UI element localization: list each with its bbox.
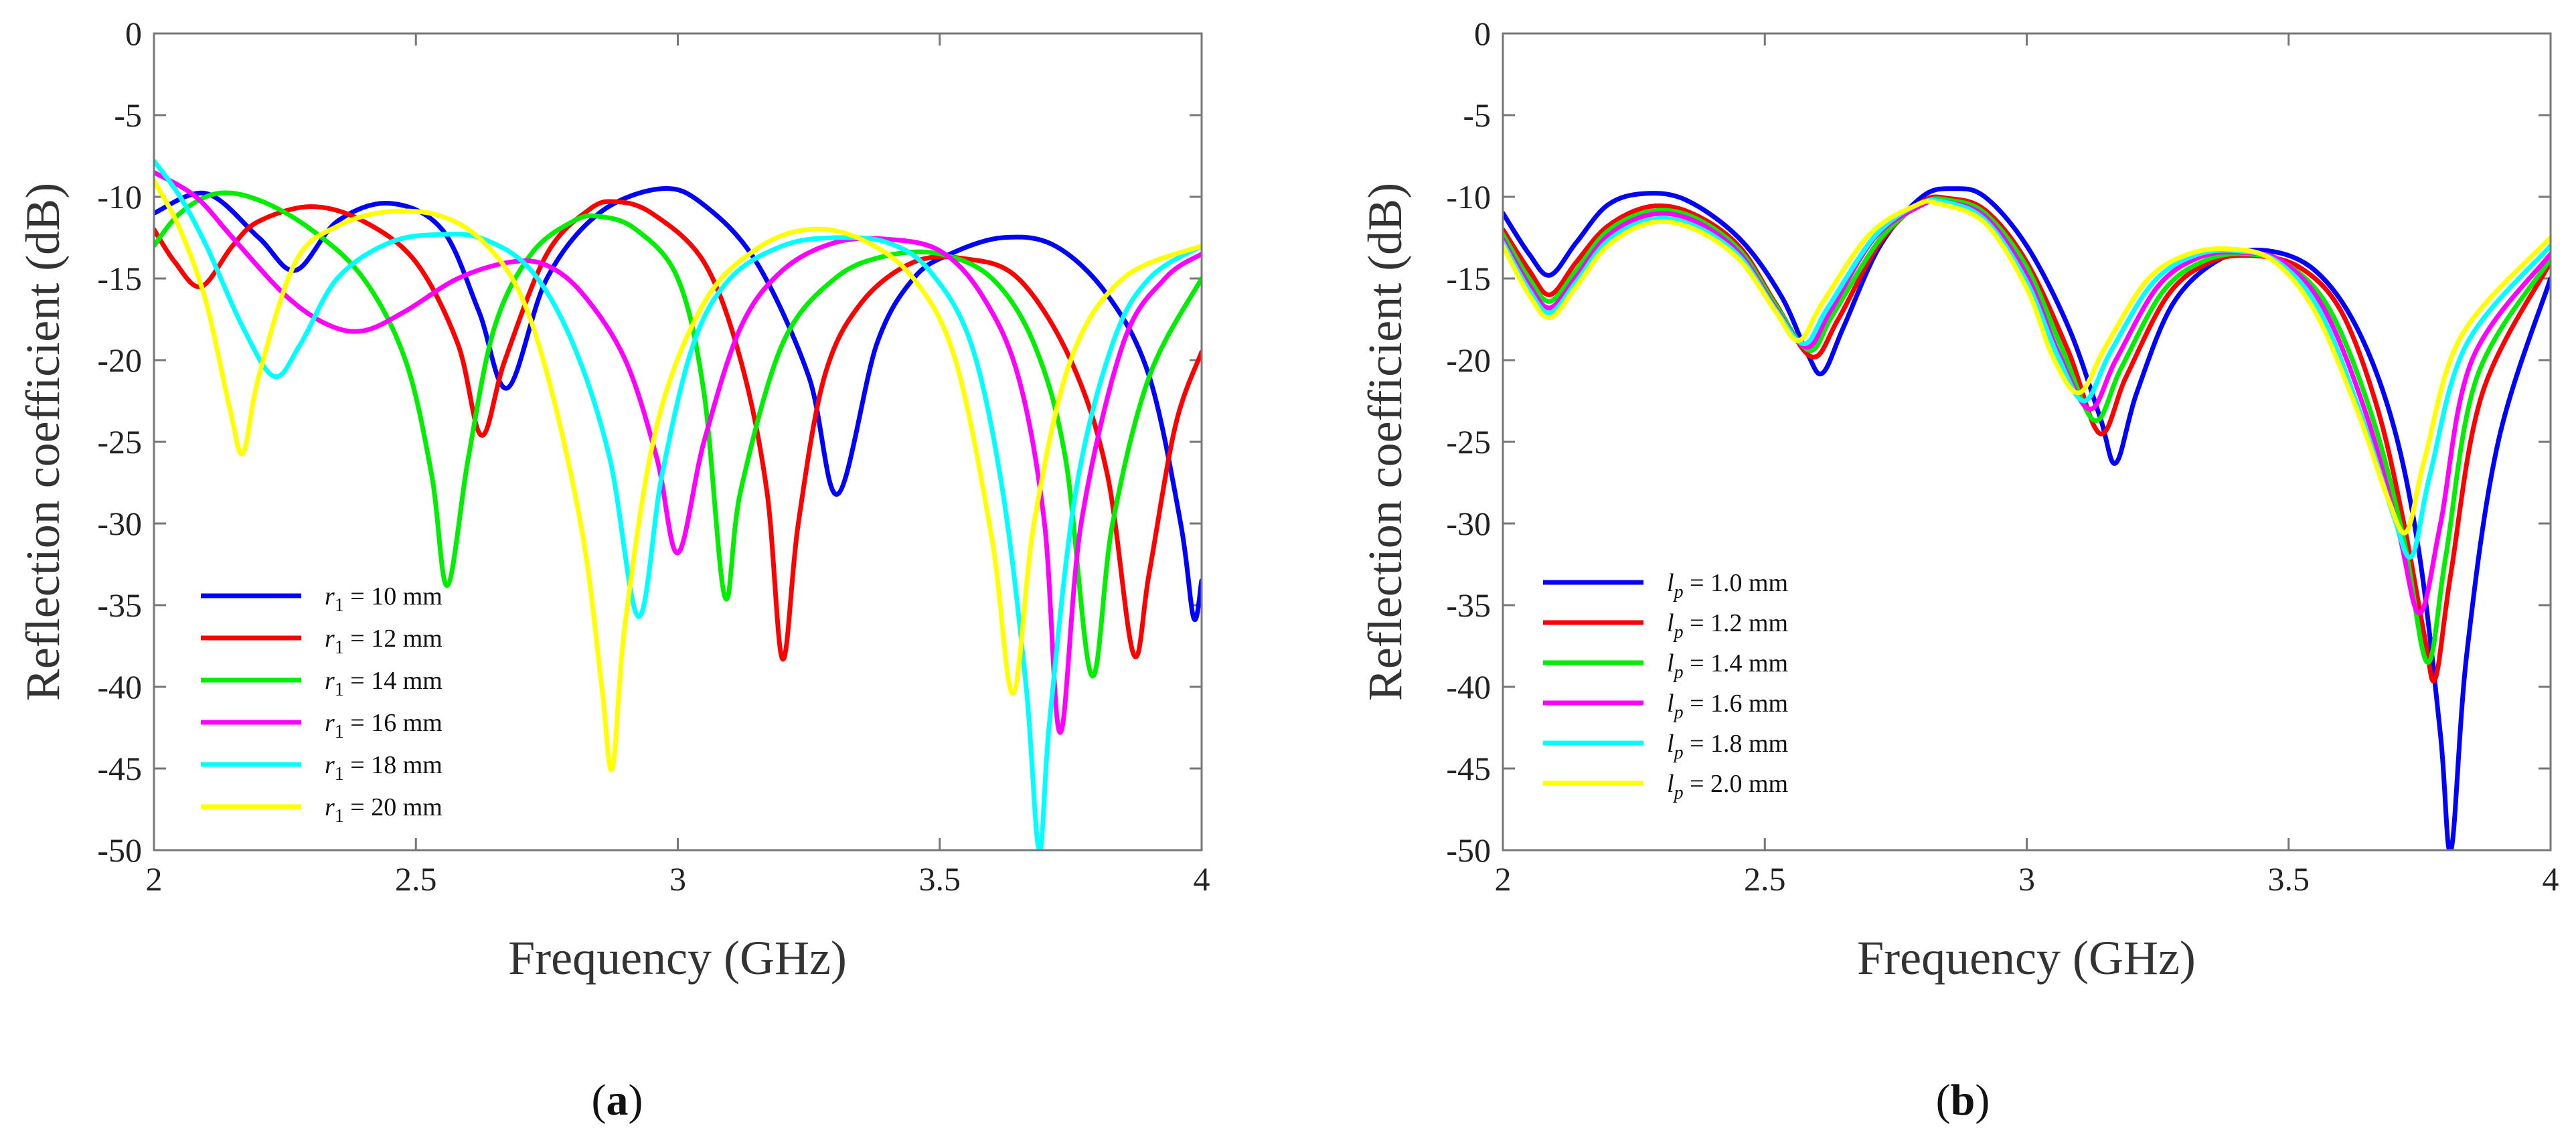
panel-a-legend-label-1: r1 = 10 mm: [325, 582, 442, 616]
panel-a-x-tick-label: 3: [669, 860, 686, 898]
panel-a-legend-label-6: r1 = 20 mm: [325, 793, 442, 827]
panel-a: 2 2.5 3 3.5 40-5-10-15-20-25-30-35-40-45-50 …: [16, 15, 1210, 1125]
panel-b-legend-label-5: lp = 1.8 mm: [1667, 730, 1788, 763]
panel-a-series-line-3: [154, 190, 1202, 679]
panel-a-legend: r1 = 10 mm r1 = 12 mm r1 = 14 mm r1 = 16 mm…: [201, 582, 442, 827]
panel-b-legend-label-1: lp = 1.0 mm: [1667, 569, 1788, 602]
panel-a-legend-label-3: r1 = 14 mm: [325, 667, 442, 700]
panel-b-y-tick-label: -45: [1446, 750, 1491, 787]
panel-b-y-tick-label: -20: [1446, 341, 1491, 379]
panel-a-y-tick-label: -5: [114, 96, 142, 134]
panel-a-series-line-5: [154, 158, 1202, 850]
panel-a-series-line-4: [154, 169, 1202, 735]
panel-a-legend-label-5: r1 = 18 mm: [325, 751, 442, 785]
panel-b: 2 2.5 3 3.5 40-5-10-15-20-25-30-35-40-45-50 …: [1358, 15, 2559, 1125]
panel-b-x-tick-label: 4: [2543, 860, 2559, 898]
panel-b-y-tick-label: -35: [1446, 586, 1491, 624]
panel-a-legend-label-2: r1 = 12 mm: [325, 625, 442, 658]
panel-b-y-tick-label: -30: [1446, 505, 1491, 542]
panel-a-caption-letter: a: [607, 1076, 629, 1125]
panel-b-caption: (b): [1936, 1076, 1990, 1125]
panel-b-x-tick-label: 3: [2018, 860, 2035, 898]
panel-b-series-lines: [1503, 186, 2551, 850]
panel-b-x-tick-label: 2.5: [1744, 860, 1786, 898]
panel-b-y-tick-label: -5: [1463, 96, 1491, 134]
panel-a-series-line-6: [154, 178, 1202, 773]
panel-a-series-line-2: [154, 199, 1202, 662]
panel-a-x-tick-label: 2: [146, 860, 163, 898]
panel-a-y-tick-label: -40: [97, 668, 142, 706]
panel-a-y-tick-label: 0: [125, 15, 142, 52]
panel-b-axes-ticks: 2 2.5 3 3.5 4 0 -5 -10 -15 -20 -25 -30 -35 -40 -45 -50: [1446, 15, 2559, 898]
panel-a-plot-frame: [153, 32, 1203, 852]
panel-b-y-tick-label: -25: [1446, 423, 1491, 461]
panel-b-legend: lp = 1.0 mm lp = 1.2 mm lp = 1.4 mm lp = 1.…: [1543, 569, 1788, 803]
panel-a-y-tick-label: -15: [97, 260, 142, 297]
panel-b-y-tick-label: -10: [1446, 178, 1491, 216]
panel-b-series-line-2: [1503, 194, 2551, 683]
panel-a-y-tick-label: -45: [97, 750, 142, 787]
panel-a-y-tick-label: -10: [97, 178, 142, 216]
panel-b-y-tick-label: -40: [1446, 668, 1491, 706]
panel-b-plot-frame: [1502, 32, 2552, 852]
panel-b-legend-label-2: lp = 1.2 mm: [1667, 609, 1788, 643]
panel-b-caption-letter: b: [1951, 1076, 1976, 1125]
panel-a-x-tick-label: 3.5: [919, 860, 961, 898]
panel-a-x-axis-label: Frequency (GHz): [508, 931, 847, 985]
panel-b-legend-label-4: lp = 1.6 mm: [1667, 690, 1788, 723]
panel-a-series-lines: [154, 158, 1202, 850]
panel-b-series-line-6: [1503, 198, 2551, 536]
panel-b-y-tick-label: 0: [1474, 15, 1491, 52]
panel-a-y-axis-label: Reflection coefficient (dB): [16, 183, 70, 701]
panel-a-y-tick-label: -35: [97, 586, 142, 624]
panel-b-y-tick-label: -15: [1446, 260, 1491, 297]
panel-a-y-tick-label: -25: [97, 423, 142, 461]
panel-b-legend-label-3: lp = 1.4 mm: [1667, 649, 1788, 683]
panel-a-y-tick-label: -20: [97, 341, 142, 379]
panel-b-legend-label-6: lp = 2.0 mm: [1667, 770, 1788, 803]
panel-a-axes-ticks: 2 2.5 3 3.5 4 0 -5 -10 -15 -20 -25 -30 -35 -40 -45 -50: [97, 15, 1210, 898]
panel-a-caption: (a): [592, 1076, 643, 1125]
panel-b-y-axis-label: Reflection coefficient (dB): [1358, 183, 1412, 701]
panel-a-legend-label-4: r1 = 16 mm: [325, 709, 442, 742]
panel-b-y-tick-label: -50: [1446, 831, 1491, 869]
panel-a-x-tick-label: 2.5: [395, 860, 437, 898]
panel-b-x-tick-label: 3.5: [2268, 860, 2310, 898]
panel-a-y-tick-label: -30: [97, 505, 142, 542]
panel-b-x-tick-label: 2: [1495, 860, 1512, 898]
panel-a-x-tick-label: 4: [1194, 860, 1210, 898]
panel-a-y-tick-label: -50: [97, 831, 142, 869]
panel-b-x-axis-label: Frequency (GHz): [1857, 931, 2196, 985]
